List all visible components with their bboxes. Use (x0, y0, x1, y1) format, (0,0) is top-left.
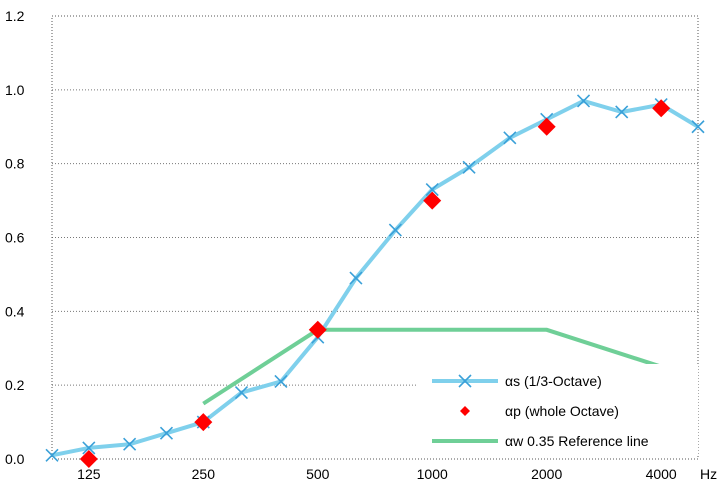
third-octave-point (123, 437, 137, 451)
x-tick-label: 125 (77, 466, 101, 482)
octave-point (652, 99, 671, 118)
third-octave-point (234, 385, 249, 400)
y-tick-label: 0.4 (5, 303, 25, 319)
series-reference-line (202, 327, 662, 406)
legend-label: αs (1/3-Octave) (505, 373, 602, 389)
legend: αs (1/3-Octave) αp (whole Octave) αw 0.35 … (418, 364, 698, 456)
legend-item: αp (whole Octave) (460, 403, 619, 419)
y-tick-label: 0.8 (5, 156, 25, 172)
x-axis-unit: Hz (700, 466, 717, 482)
octave-point (79, 450, 98, 468)
grid-lines (52, 89, 698, 386)
y-tick-label: 1.2 (5, 8, 25, 24)
legend-name: (whole Octave) (521, 403, 619, 419)
x-tick-label: 250 (192, 466, 216, 482)
y-tick-label: 1.0 (5, 82, 25, 98)
plot-frame (51, 15, 699, 460)
legend-label: αp (whole Octave) (505, 403, 619, 419)
x-tick-label: 2000 (531, 466, 562, 482)
x-axis-ticks: 125 250 500 1000 2000 4000 (77, 466, 677, 482)
third-octave-point (349, 271, 363, 285)
octave-point (537, 117, 556, 136)
y-tick-label: 0.0 (5, 451, 25, 467)
series-layer (45, 94, 705, 468)
legend-name: (1/3-Octave) (520, 373, 602, 389)
third-octave-point (45, 448, 59, 462)
octave-point (308, 320, 327, 339)
third-octave-point (388, 223, 402, 237)
legend-symbol: αs (505, 373, 520, 389)
legend-label: αw 0.35 Reference line (505, 433, 649, 449)
third-octave-point (615, 105, 629, 119)
third-octave-point (462, 160, 476, 174)
legend-symbol: αp (505, 403, 521, 419)
octave-point (194, 413, 213, 432)
third-octave-point (576, 94, 591, 108)
x-tick-label: 500 (306, 466, 330, 482)
y-axis-ticks: 0.0 0.2 0.4 0.6 0.8 1.0 1.2 (5, 8, 25, 467)
legend-symbol: αw (505, 433, 524, 449)
third-octave-point (274, 374, 288, 389)
x-tick-label: 1000 (417, 466, 448, 482)
octave-point (423, 191, 442, 210)
x-tick-label: 4000 (646, 466, 677, 482)
y-tick-label: 0.2 (5, 377, 25, 393)
third-octave-point (425, 182, 439, 197)
third-octave-point (503, 131, 517, 145)
third-octave-point (159, 426, 174, 440)
y-tick-label: 0.6 (5, 230, 25, 246)
third-octave-point (82, 441, 96, 455)
legend-item: αs (1/3-Octave) (432, 373, 602, 389)
legend-item: αw 0.35 Reference line (432, 433, 649, 449)
legend-name: 0.35 Reference line (523, 433, 649, 449)
third-octave-point (691, 120, 705, 134)
series-third-octave-line (51, 98, 700, 458)
